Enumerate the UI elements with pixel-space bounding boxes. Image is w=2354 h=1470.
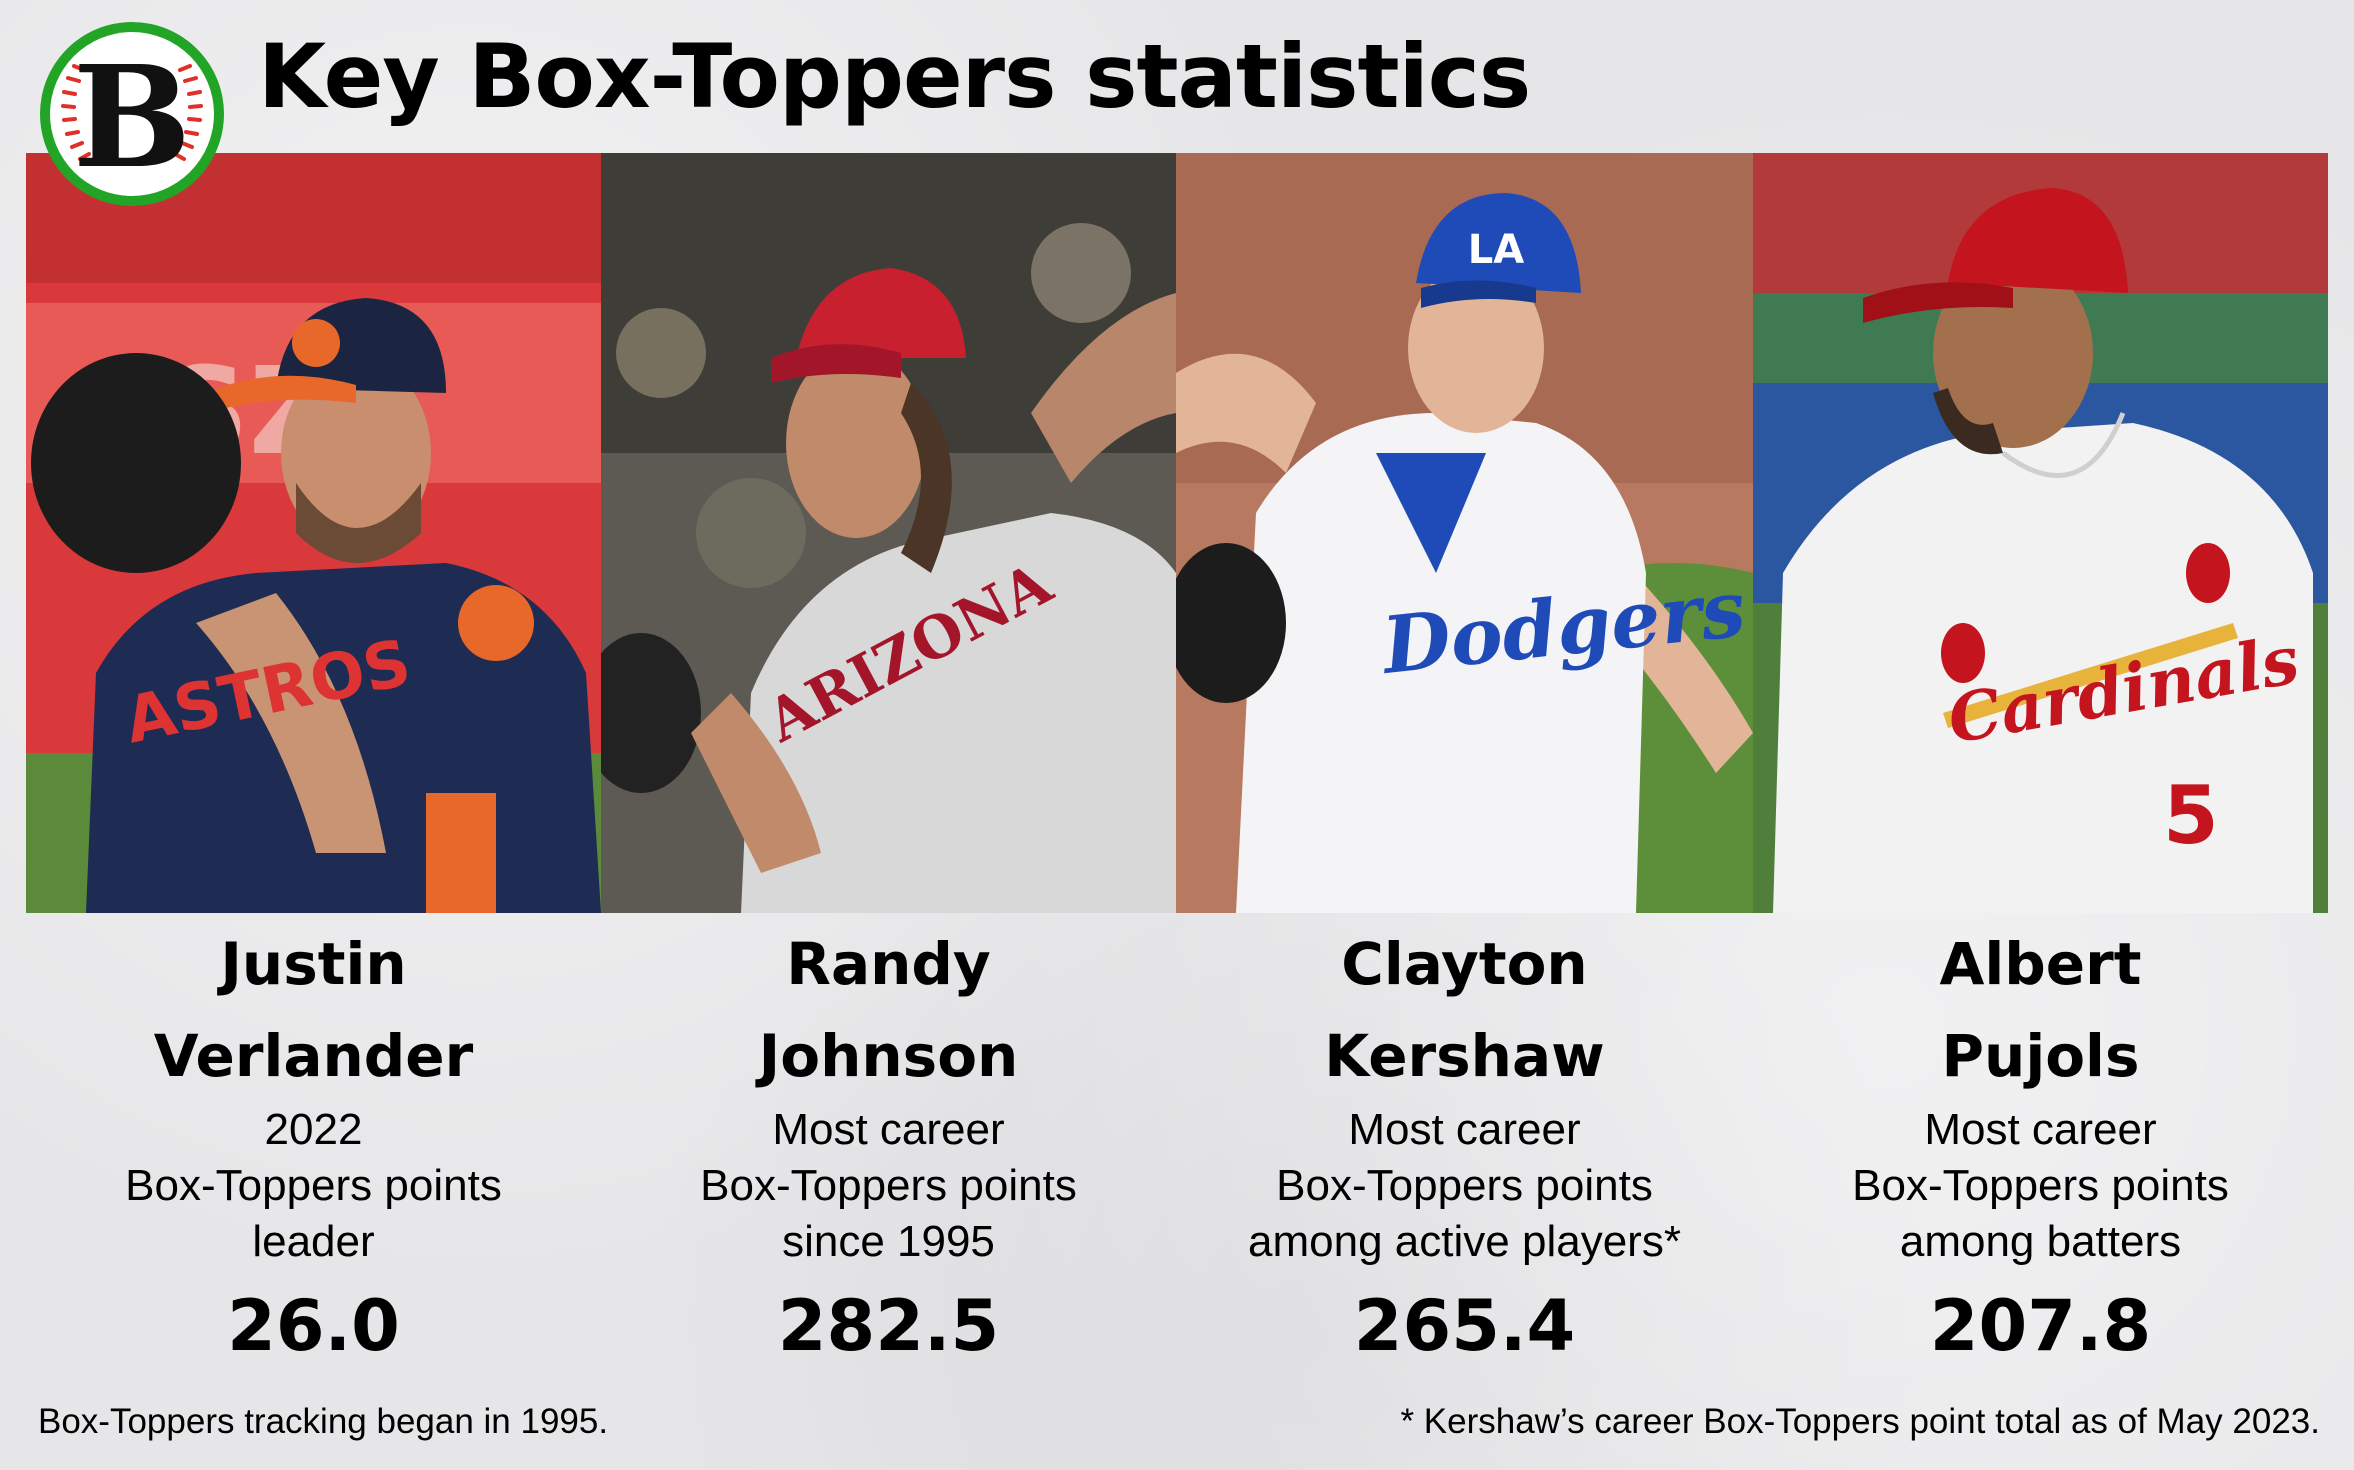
player-desc-line3: since 1995 [782,1217,995,1266]
pujols-photo: Cardinals 5 [1753,153,2328,913]
player-desc-line2: Box-Toppers points [1276,1161,1653,1210]
player-desc-line3: leader [252,1217,375,1266]
player-desc-line1: Most career [1924,1105,2157,1154]
player-card-johnson: Randy Johnson Most career Box-Toppers po… [601,918,1176,1367]
player-desc-line1: Most career [1348,1105,1581,1154]
player-desc-line2: Box-Toppers points [125,1161,502,1210]
footnote-kershaw: * Kershaw’s career Box-Toppers point tot… [1400,1402,2320,1441]
player-stats: Justin Verlander 2022 Box-Toppers points… [26,918,2328,1367]
player-name-line2: Pujols [1941,1022,2140,1090]
svg-text:LA: LA [1468,227,1524,273]
player-desc-line3: among active players* [1248,1217,1681,1266]
box-toppers-logo: B [34,16,230,212]
player-card-kershaw: Clayton Kershaw Most career Box-Toppers … [1176,918,1753,1367]
player-name-line1: Justin [220,930,407,998]
johnson-photo: ARIZONA [601,153,1176,913]
player-photos: LSZA ASTROS [26,153,2328,913]
player-desc-line2: Box-Toppers points [1852,1161,2229,1210]
player-name-line1: Clayton [1341,930,1588,998]
player-card-pujols: Albert Pujols Most career Box-Toppers po… [1753,918,2328,1367]
player-name-line1: Randy [786,930,991,998]
page-title: Key Box-Toppers statistics [258,25,1531,128]
verlander-photo: LSZA ASTROS [26,153,601,913]
player-name-line2: Kershaw [1324,1022,1605,1090]
player-name-line2: Johnson [758,1022,1019,1090]
svg-text:5: 5 [2163,769,2219,862]
player-desc-line2: Box-Toppers points [700,1161,1077,1210]
player-points-value: 26.0 [227,1285,400,1367]
player-desc-line1: Most career [772,1105,1005,1154]
player-desc-line3: among batters [1899,1217,2182,1266]
player-name-line1: Albert [1939,930,2142,998]
svg-text:B: B [73,36,191,200]
player-points-value: 207.8 [1929,1285,2152,1367]
player-points-value: 282.5 [777,1285,1000,1367]
player-name-line2: Verlander [153,1022,474,1090]
player-desc-line1: 2022 [264,1105,363,1154]
player-points-value: 265.4 [1353,1285,1576,1367]
footnote-tracking: Box-Toppers tracking began in 1995. [38,1402,609,1441]
player-card-verlander: Justin Verlander 2022 Box-Toppers points… [26,918,601,1367]
kershaw-photo: LA Dodgers [1176,153,1753,913]
